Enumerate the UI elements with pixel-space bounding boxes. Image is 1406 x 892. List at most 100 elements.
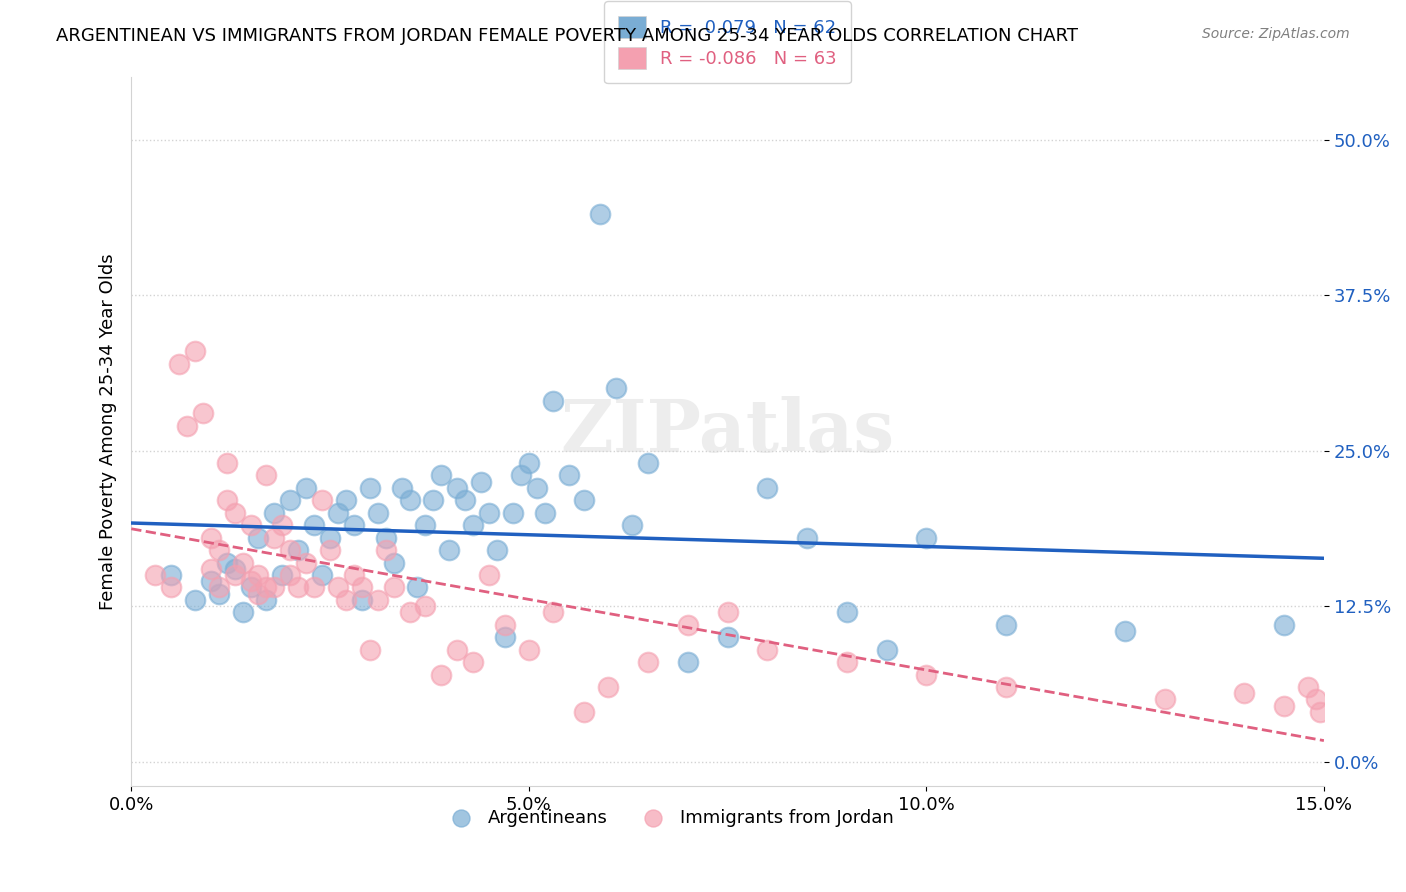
Point [200, 531, 222, 545]
Point [160, 581, 183, 595]
Point [716, 630, 738, 644]
Point [359, 481, 381, 495]
Point [415, 599, 437, 613]
Point [621, 518, 644, 533]
Point [382, 581, 405, 595]
Point [876, 642, 898, 657]
Point [526, 481, 548, 495]
Point [994, 617, 1017, 632]
Point [494, 617, 516, 632]
Point [215, 456, 238, 470]
Point [254, 468, 277, 483]
Point [326, 581, 349, 595]
Point [446, 481, 468, 495]
Y-axis label: Female Poverty Among 25-34 Year Olds: Female Poverty Among 25-34 Year Olds [100, 253, 117, 610]
Point [756, 481, 779, 495]
Point [994, 680, 1017, 694]
Point [422, 493, 444, 508]
Point [184, 593, 207, 607]
Point [247, 531, 270, 545]
Point [311, 568, 333, 582]
Point [224, 568, 246, 582]
Point [278, 493, 301, 508]
Point [391, 481, 413, 495]
Point [208, 587, 231, 601]
Legend: Argentineans, Immigrants from Jordan: Argentineans, Immigrants from Jordan [436, 802, 901, 834]
Point [263, 581, 285, 595]
Point [208, 543, 231, 558]
Point [278, 568, 301, 582]
Point [326, 506, 349, 520]
Point [239, 574, 262, 589]
Point [374, 531, 396, 545]
Point [232, 605, 254, 619]
Point [517, 642, 540, 657]
Point [406, 581, 429, 595]
Point [439, 543, 461, 558]
Point [254, 581, 277, 595]
Point [915, 531, 938, 545]
Point [676, 617, 699, 632]
Point [239, 581, 262, 595]
Point [247, 568, 270, 582]
Point [350, 581, 373, 595]
Point [557, 468, 579, 483]
Point [208, 581, 231, 595]
Point [247, 587, 270, 601]
Point [343, 518, 366, 533]
Point [271, 568, 294, 582]
Point [835, 655, 858, 669]
Point [517, 456, 540, 470]
Point [676, 655, 699, 669]
Point [295, 556, 318, 570]
Point [494, 630, 516, 644]
Point [224, 562, 246, 576]
Point [533, 506, 555, 520]
Point [1154, 692, 1177, 706]
Point [239, 518, 262, 533]
Point [184, 344, 207, 359]
Point [191, 406, 214, 420]
Point [302, 518, 325, 533]
Point [176, 418, 198, 433]
Point [415, 518, 437, 533]
Point [254, 593, 277, 607]
Text: ARGENTINEAN VS IMMIGRANTS FROM JORDAN FEMALE POVERTY AMONG 25-34 YEAR OLDS CORRE: ARGENTINEAN VS IMMIGRANTS FROM JORDAN FE… [56, 27, 1078, 45]
Point [598, 680, 620, 694]
Point [200, 574, 222, 589]
Point [1296, 680, 1319, 694]
Point [637, 655, 659, 669]
Point [167, 357, 190, 371]
Point [574, 705, 596, 719]
Point [271, 518, 294, 533]
Point [430, 667, 453, 681]
Point [915, 667, 938, 681]
Point [343, 568, 366, 582]
Point [215, 493, 238, 508]
Point [160, 568, 183, 582]
Point [319, 531, 342, 545]
Point [1305, 692, 1327, 706]
Point [263, 506, 285, 520]
Point [350, 593, 373, 607]
Point [478, 568, 501, 582]
Point [1272, 617, 1295, 632]
Point [295, 481, 318, 495]
Point [1114, 624, 1136, 638]
Point [796, 531, 818, 545]
Point [605, 381, 627, 395]
Point [463, 518, 485, 533]
Point [287, 581, 309, 595]
Point [367, 593, 389, 607]
Point [637, 456, 659, 470]
Point [232, 556, 254, 570]
Point [1233, 686, 1256, 700]
Text: ZIPatlas: ZIPatlas [561, 396, 894, 467]
Point [215, 556, 238, 570]
Point [574, 493, 596, 508]
Point [478, 506, 501, 520]
Point [335, 493, 357, 508]
Point [454, 493, 477, 508]
Point [463, 655, 485, 669]
Point [287, 543, 309, 558]
